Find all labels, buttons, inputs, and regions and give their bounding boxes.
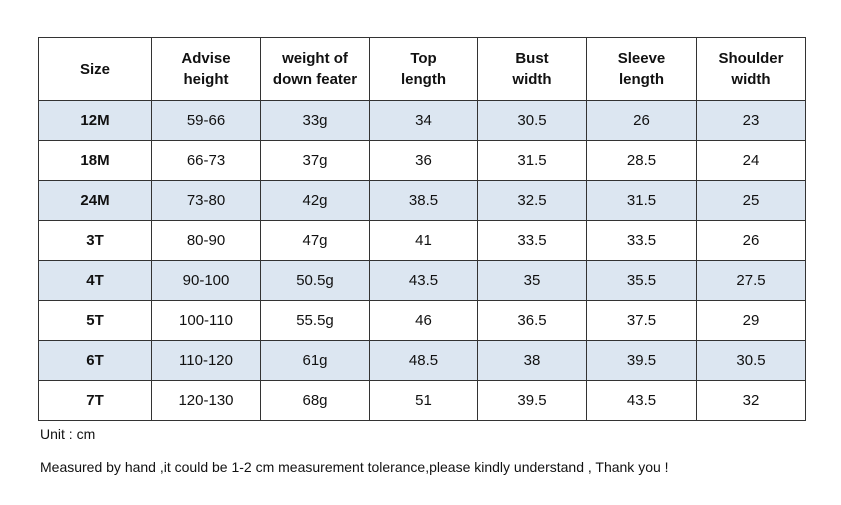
- table-row: 5T 100-110 55.5g 46 36.5 37.5 29: [38, 300, 806, 341]
- size-cell: 7T: [38, 380, 152, 421]
- data-cell: 34: [369, 100, 478, 141]
- data-cell: 33.5: [586, 220, 697, 261]
- table-row: 6T 110-120 61g 48.5 38 39.5 30.5: [38, 340, 806, 381]
- header-line: width: [731, 71, 771, 88]
- tolerance-note: Measured by hand ,it could be 1-2 cm mea…: [40, 459, 669, 475]
- data-cell: 41: [369, 220, 478, 261]
- header-cell: Shoulder width: [696, 37, 806, 101]
- header-line: Bust: [515, 50, 549, 67]
- data-cell: 43.5: [586, 380, 697, 421]
- data-cell: 55.5g: [260, 300, 370, 341]
- size-cell: 12M: [38, 100, 152, 141]
- table-row: 18M 66-73 37g 36 31.5 28.5 24: [38, 140, 806, 181]
- data-cell: 36: [369, 140, 478, 181]
- data-cell: 66-73: [151, 140, 261, 181]
- data-cell: 30.5: [477, 100, 587, 141]
- table-row: 4T 90-100 50.5g 43.5 35 35.5 27.5: [38, 260, 806, 301]
- data-cell: 36.5: [477, 300, 587, 341]
- data-cell: 59-66: [151, 100, 261, 141]
- header-line: Sleeve: [617, 50, 666, 67]
- header-line: Top: [410, 50, 437, 67]
- data-cell: 32: [696, 380, 806, 421]
- header-cell: weight of down feater: [260, 37, 370, 101]
- header-cell: Size: [38, 37, 152, 101]
- data-cell: 30.5: [696, 340, 806, 381]
- data-cell: 31.5: [586, 180, 697, 221]
- header-line: weight of: [282, 50, 348, 67]
- size-cell: 6T: [38, 340, 152, 381]
- header-line: height: [183, 71, 229, 88]
- data-cell: 26: [586, 100, 697, 141]
- data-cell: 33.5: [477, 220, 587, 261]
- size-cell: 3T: [38, 220, 152, 261]
- header-cell: Sleeve length: [586, 37, 697, 101]
- data-cell: 61g: [260, 340, 370, 381]
- data-cell: 90-100: [151, 260, 261, 301]
- data-cell: 110-120: [151, 340, 261, 381]
- data-cell: 28.5: [586, 140, 697, 181]
- header-cell: Advise height: [151, 37, 261, 101]
- data-cell: 39.5: [586, 340, 697, 381]
- data-cell: 100-110: [151, 300, 261, 341]
- data-cell: 29: [696, 300, 806, 341]
- header-line: length: [401, 71, 446, 88]
- data-cell: 25: [696, 180, 806, 221]
- data-cell: 26: [696, 220, 806, 261]
- header-row: Size Advise height weight of down feater Top l…: [38, 37, 806, 101]
- unit-note: Unit : cm: [40, 426, 96, 442]
- data-cell: 39.5: [477, 380, 587, 421]
- data-cell: 43.5: [369, 260, 478, 301]
- header-line: length: [619, 71, 664, 88]
- data-cell: 42g: [260, 180, 370, 221]
- size-table: Size Advise height weight of down feater Top l…: [38, 37, 806, 421]
- data-cell: 27.5: [696, 260, 806, 301]
- data-cell: 23: [696, 100, 806, 141]
- size-cell: 5T: [38, 300, 152, 341]
- header-cell: Top length: [369, 37, 478, 101]
- data-cell: 50.5g: [260, 260, 370, 301]
- data-cell: 37g: [260, 140, 370, 181]
- data-cell: 80-90: [151, 220, 261, 261]
- table-body: 12M 59-66 33g 34 30.5 26 23 18M 66-73 37g 36 31.5 28…: [38, 100, 806, 421]
- header-line: Size: [79, 60, 110, 78]
- table-row: 12M 59-66 33g 34 30.5 26 23: [38, 100, 806, 141]
- size-cell: 4T: [38, 260, 152, 301]
- data-cell: 35: [477, 260, 587, 301]
- table-row: 7T 120-130 68g 51 39.5 43.5 32: [38, 380, 806, 421]
- size-cell: 24M: [38, 180, 152, 221]
- table-row: 3T 80-90 47g 41 33.5 33.5 26: [38, 220, 806, 261]
- data-cell: 73-80: [151, 180, 261, 221]
- data-cell: 47g: [260, 220, 370, 261]
- data-cell: 32.5: [477, 180, 587, 221]
- table-row: 24M 73-80 42g 38.5 32.5 31.5 25: [38, 180, 806, 221]
- data-cell: 35.5: [586, 260, 697, 301]
- size-cell: 18M: [38, 140, 152, 181]
- data-cell: 46: [369, 300, 478, 341]
- data-cell: 51: [369, 380, 478, 421]
- data-cell: 68g: [260, 380, 370, 421]
- header-line: width: [512, 71, 552, 88]
- data-cell: 38.5: [369, 180, 478, 221]
- data-cell: 33g: [260, 100, 370, 141]
- header-line: down feater: [272, 71, 358, 88]
- data-cell: 24: [696, 140, 806, 181]
- header-line: Advise: [181, 50, 231, 67]
- data-cell: 48.5: [369, 340, 478, 381]
- header-line: Shoulder: [718, 50, 784, 67]
- data-cell: 37.5: [586, 300, 697, 341]
- header-cell: Bust width: [477, 37, 587, 101]
- data-cell: 38: [477, 340, 587, 381]
- data-cell: 31.5: [477, 140, 587, 181]
- data-cell: 120-130: [151, 380, 261, 421]
